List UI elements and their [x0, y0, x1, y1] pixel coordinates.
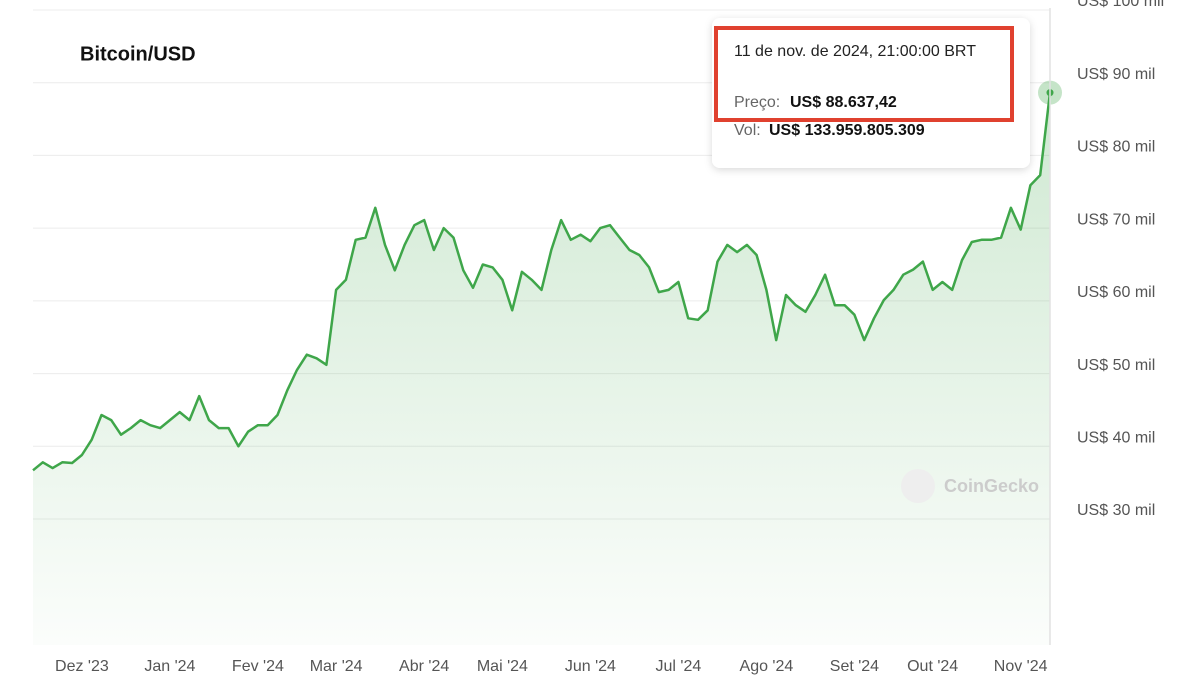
y-tick-label: US$ 30 mil — [1077, 502, 1155, 519]
y-tick-label: US$ 80 mil — [1077, 139, 1155, 156]
tooltip-box — [712, 18, 1030, 168]
x-tick-label: Fev '24 — [232, 658, 284, 675]
x-tick-label: Jul '24 — [656, 658, 702, 675]
watermark: CoinGecko — [901, 469, 1039, 503]
x-tick-label: Nov '24 — [994, 658, 1048, 675]
x-tick-label: Mai '24 — [477, 658, 528, 675]
y-tick-label: US$ 100 mil — [1077, 0, 1164, 10]
tooltip-volume: US$ 133.959.805.309 — [769, 122, 925, 139]
tooltip-date: 11 de nov. de 2024, 21:00:00 BRT — [734, 43, 976, 60]
y-tick-label: US$ 40 mil — [1077, 430, 1155, 447]
y-tick-label: US$ 60 mil — [1077, 284, 1155, 301]
x-tick-label: Abr '24 — [399, 658, 449, 675]
tooltip: 11 de nov. de 2024, 21:00:00 BRT Preço: … — [712, 18, 1030, 168]
grid: US$ 30 mil US$ 40 mil US$ 50 mil US$ 60 mil… — [33, 0, 1164, 675]
highlight-box — [714, 26, 1014, 122]
chart-title: Bitcoin/USD — [80, 43, 196, 65]
x-tick-label: Jun '24 — [565, 658, 616, 675]
x-tick-label: Mar '24 — [310, 658, 363, 675]
x-tick-label: Dez '23 — [55, 658, 109, 675]
x-tick-label: Jan '24 — [144, 658, 195, 675]
y-tick-label: US$ 90 mil — [1077, 66, 1155, 83]
y-tick-label: US$ 50 mil — [1077, 357, 1155, 374]
x-tick-label: Out '24 — [907, 658, 958, 675]
area — [33, 92, 1050, 646]
x-tick-label: Ago '24 — [740, 658, 794, 675]
tooltip-price-label: Preço: — [734, 94, 780, 111]
tooltip-price: US$ 88.637,42 — [790, 94, 897, 111]
price-line — [32, 92, 1052, 472]
watermark-logo — [901, 469, 935, 503]
y-tick-label: US$ 70 mil — [1077, 211, 1155, 228]
watermark-text: CoinGecko — [944, 476, 1039, 496]
tooltip-volume-label: Vol: — [734, 122, 761, 139]
x-tick-label: Set '24 — [830, 658, 879, 675]
